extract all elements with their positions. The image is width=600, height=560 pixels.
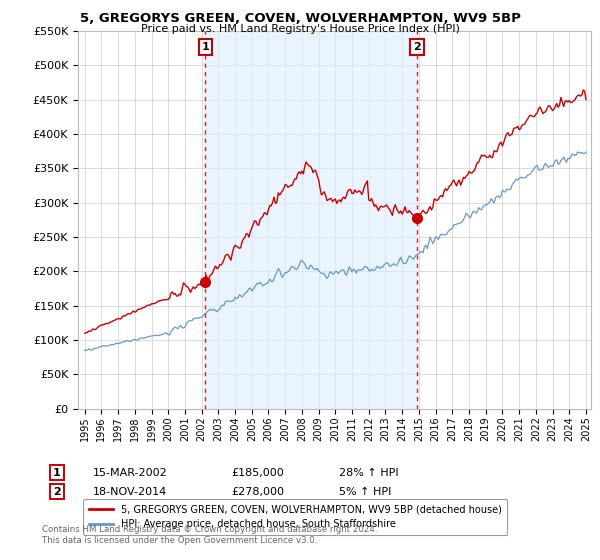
Text: Contains HM Land Registry data © Crown copyright and database right 2024.: Contains HM Land Registry data © Crown c… <box>42 525 377 534</box>
Text: 5% ↑ HPI: 5% ↑ HPI <box>339 487 391 497</box>
Text: 5, GREGORYS GREEN, COVEN, WOLVERHAMPTON, WV9 5BP: 5, GREGORYS GREEN, COVEN, WOLVERHAMPTON,… <box>80 12 520 25</box>
Text: £278,000: £278,000 <box>231 487 284 497</box>
Text: This data is licensed under the Open Government Licence v3.0.: This data is licensed under the Open Gov… <box>42 536 317 545</box>
Text: £185,000: £185,000 <box>231 468 284 478</box>
Text: 1: 1 <box>53 468 61 478</box>
Text: 18-NOV-2014: 18-NOV-2014 <box>93 487 167 497</box>
Bar <box>205 31 417 409</box>
Text: 15-MAR-2002: 15-MAR-2002 <box>93 468 168 478</box>
Text: 2: 2 <box>53 487 61 497</box>
Text: 2: 2 <box>413 42 421 52</box>
Legend: 5, GREGORYS GREEN, COVEN, WOLVERHAMPTON, WV9 5BP (detached house), HPI: Average : 5, GREGORYS GREEN, COVEN, WOLVERHAMPTON,… <box>83 499 508 535</box>
Text: Price paid vs. HM Land Registry's House Price Index (HPI): Price paid vs. HM Land Registry's House … <box>140 24 460 34</box>
Text: 28% ↑ HPI: 28% ↑ HPI <box>339 468 398 478</box>
Text: 1: 1 <box>201 42 209 52</box>
